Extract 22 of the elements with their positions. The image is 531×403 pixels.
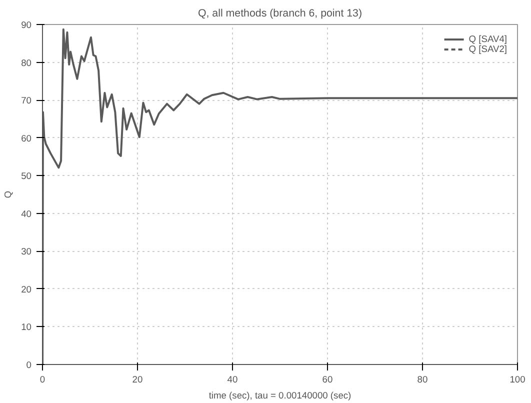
y-tick-label: 10 — [21, 322, 32, 332]
y-tick-label: 70 — [21, 96, 32, 106]
x-tick-label: 40 — [227, 374, 238, 384]
chart-title: Q, all methods (branch 6, point 13) — [198, 8, 362, 20]
x-tick-label: 100 — [510, 374, 526, 384]
y-tick-label: 0 — [26, 360, 32, 370]
y-tick-label: 60 — [21, 133, 32, 144]
line-series — [42, 28, 518, 364]
y-tick-label: 40 — [21, 208, 32, 219]
y-tick-label: 80 — [21, 58, 32, 68]
x-tick-label: 60 — [322, 374, 333, 384]
x-tick-label: 80 — [417, 374, 428, 384]
y-tick-label: 90 — [21, 20, 32, 30]
legend-label: Q [SAV4] — [468, 34, 507, 44]
legend-label: Q [SAV2] — [468, 44, 507, 54]
y-axis-title: Q — [3, 190, 14, 198]
x-tick-label: 20 — [132, 374, 143, 384]
x-axis-title: time (sec), tau = 0.00140000 (sec) — [208, 390, 352, 400]
y-tick-label: 30 — [21, 246, 32, 257]
x-tick-label: 0 — [40, 374, 46, 384]
y-tick-label: 50 — [21, 171, 32, 182]
y-tick-label: 20 — [21, 284, 32, 294]
